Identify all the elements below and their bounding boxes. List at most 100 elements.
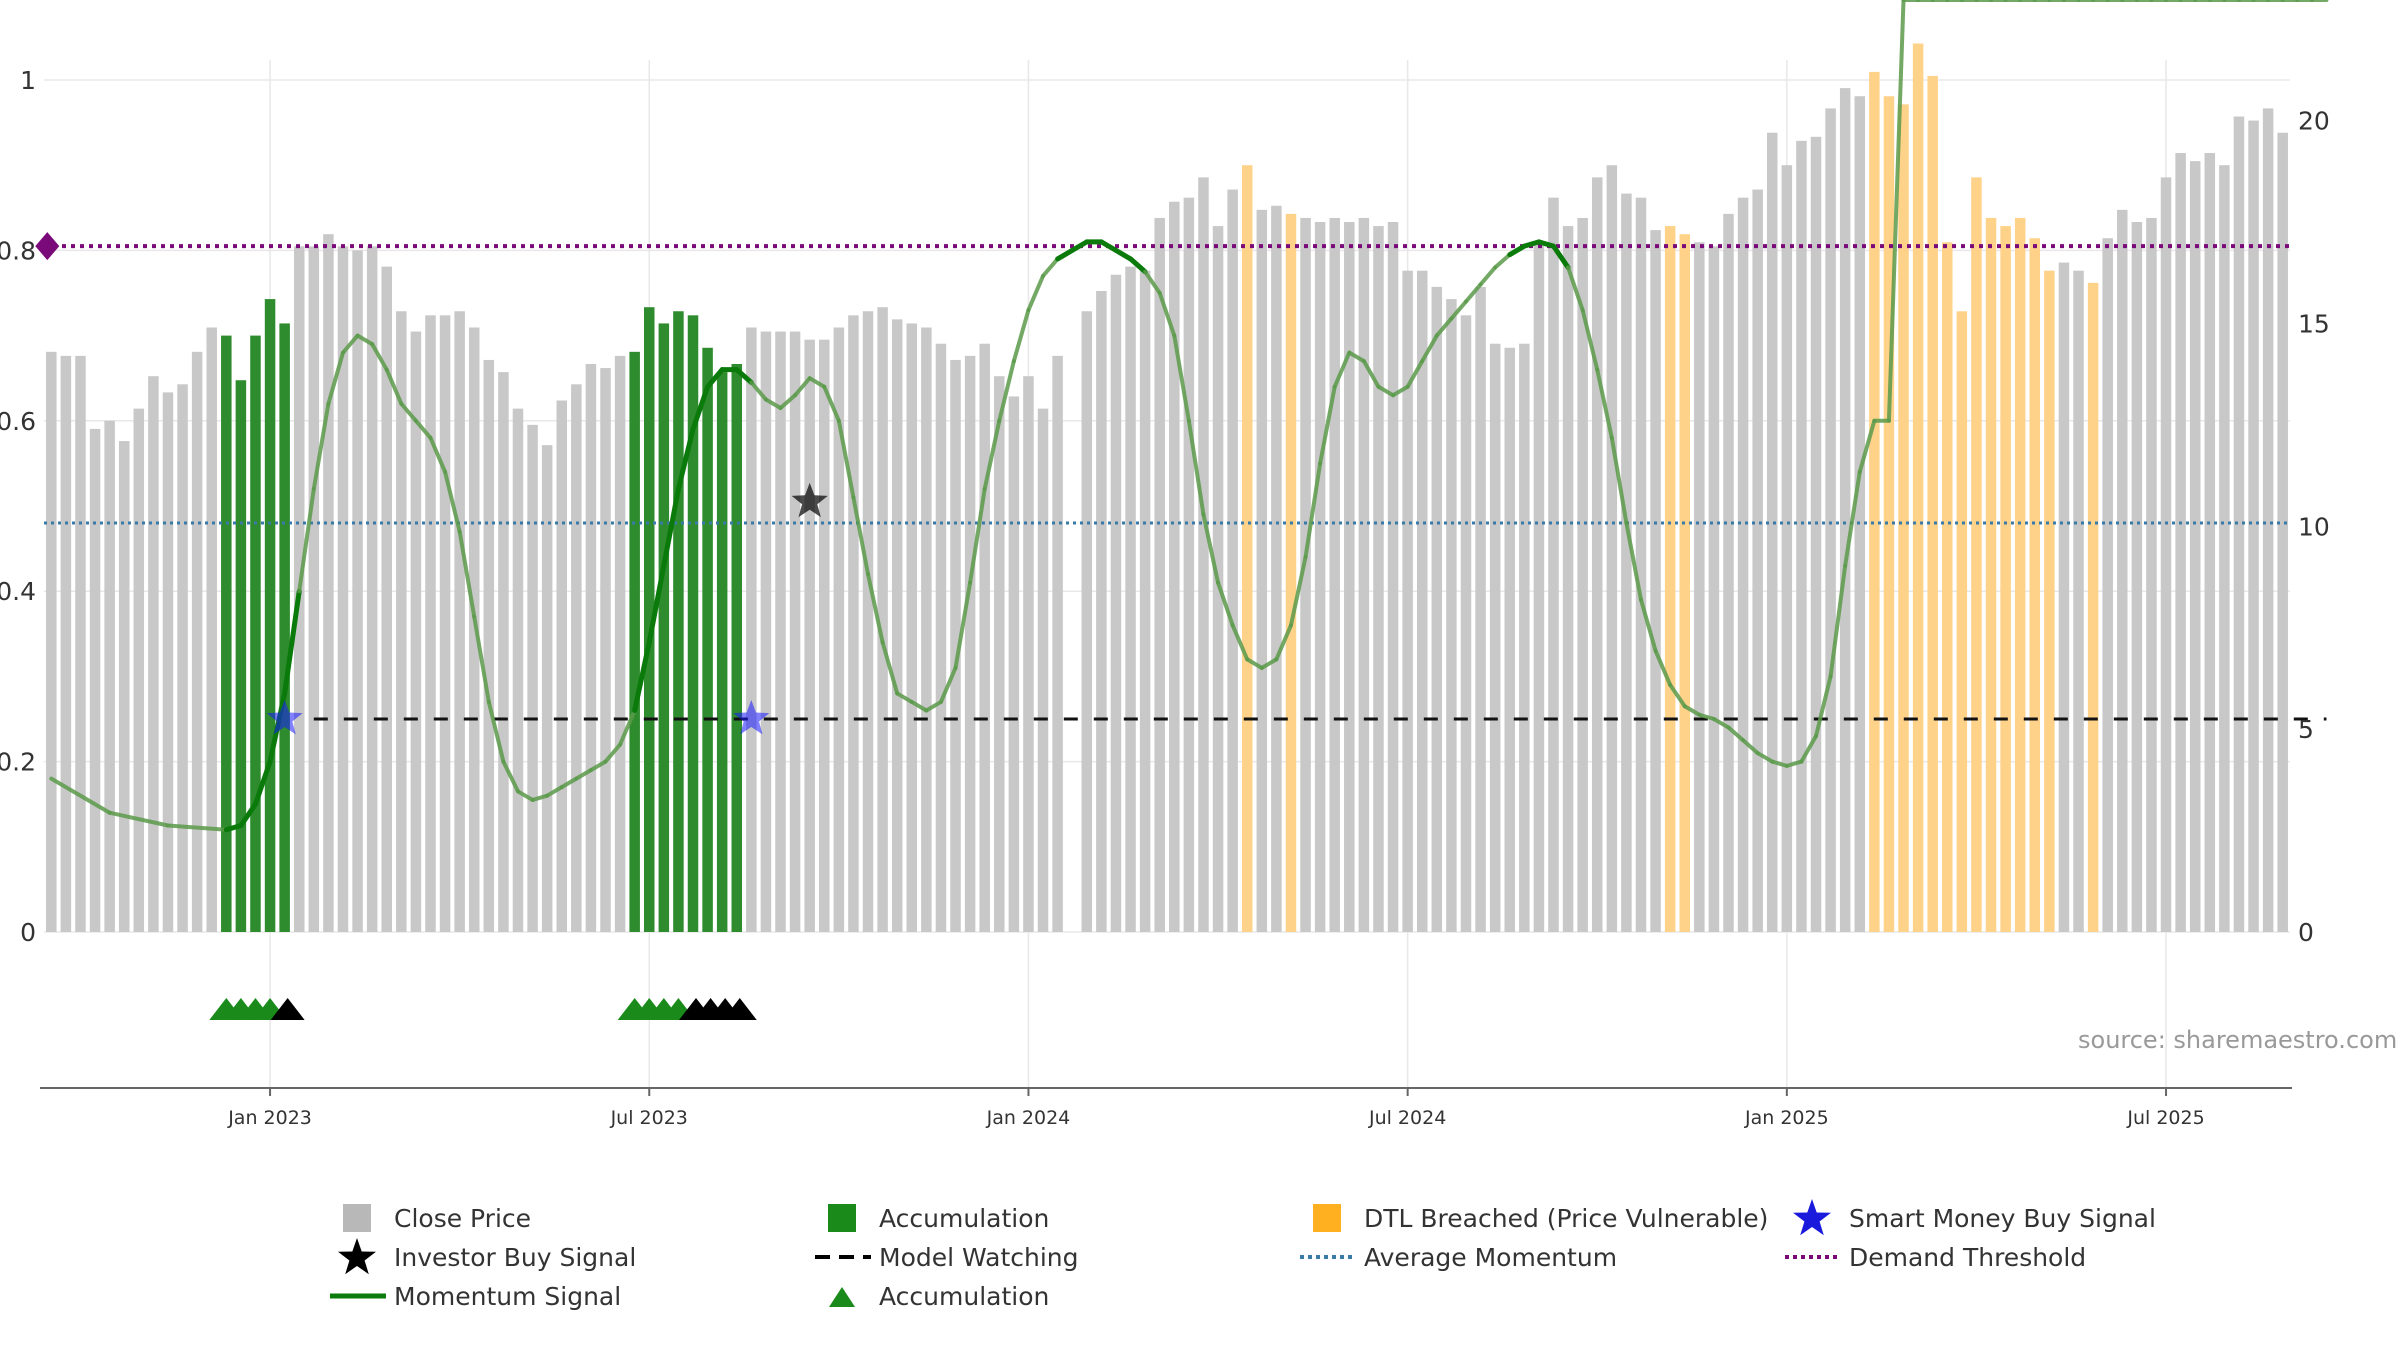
dtl-breached-bar xyxy=(2087,282,2099,932)
momentum-segment xyxy=(1507,243,1527,258)
momentum-segment xyxy=(1376,384,1396,398)
accumulation-bar xyxy=(687,315,699,932)
momentum-segment xyxy=(1799,734,1819,764)
close-price-bar xyxy=(425,315,436,932)
close-price-bar xyxy=(162,392,174,932)
momentum-segment xyxy=(443,469,462,534)
close-price-bar xyxy=(1373,226,1384,933)
momentum-segment xyxy=(1347,350,1366,364)
close-price-bar xyxy=(75,355,86,932)
momentum-segment xyxy=(1697,712,1716,721)
momentum-segment xyxy=(1857,418,1877,474)
momentum-segment xyxy=(1770,759,1789,768)
accumulation-bar xyxy=(264,299,276,933)
close-price-bar xyxy=(2131,222,2143,932)
left-tick-label: 0.2 xyxy=(0,748,36,777)
momentum-segment xyxy=(574,768,593,781)
close-price-bar xyxy=(804,339,815,933)
momentum-segment xyxy=(530,793,550,802)
momentum-segment xyxy=(1536,239,1556,249)
close-price-bar xyxy=(1504,347,1515,932)
close-price-bar xyxy=(2277,132,2288,932)
momentum-segment xyxy=(1259,657,1279,670)
close-price-bar xyxy=(2233,116,2245,932)
momentum-segment xyxy=(1653,648,1673,687)
accumulation-bar xyxy=(279,323,290,932)
close-price-bar xyxy=(46,351,57,932)
dtl-breached-bar xyxy=(1679,234,1690,932)
close-price-bar xyxy=(148,376,159,933)
momentum-segment xyxy=(603,742,623,764)
close-price-bar xyxy=(89,428,101,932)
close-price-bar xyxy=(1329,217,1340,932)
left-tick-label: 0.6 xyxy=(0,407,36,436)
momentum-segment xyxy=(1668,682,1687,709)
close-price-bar xyxy=(1110,274,1122,932)
x-tick-label: Jul 2025 xyxy=(2126,1107,2204,1129)
x-tick-label: Jan 2024 xyxy=(986,1107,1071,1129)
momentum-segment xyxy=(1069,239,1090,253)
momentum-segment xyxy=(734,367,754,385)
momentum-segment xyxy=(1420,333,1439,364)
momentum-segment xyxy=(851,495,871,577)
right-tick-label: 20 xyxy=(2298,107,2330,136)
momentum-segment xyxy=(282,588,302,696)
close-price-bar xyxy=(1723,213,1734,932)
accumulation-bar xyxy=(731,364,743,932)
momentum-segment xyxy=(326,350,345,406)
momentum-segment xyxy=(1624,521,1643,602)
momentum-segment xyxy=(1157,291,1177,338)
close-price-bar xyxy=(760,331,772,932)
close-price-bar xyxy=(1402,270,1413,933)
close-price-bar xyxy=(1008,396,1020,932)
close-price-bar xyxy=(1125,266,1136,933)
reference-lines xyxy=(44,244,2327,721)
close-price-bar xyxy=(1416,270,1428,933)
close-price-bar xyxy=(1767,132,1778,932)
close-price-bar xyxy=(833,327,845,932)
momentum-segment xyxy=(1449,299,1468,321)
momentum-segment xyxy=(953,580,973,670)
momentum-segment xyxy=(1186,418,1206,517)
momentum-segment xyxy=(1026,273,1046,313)
close-price-bar xyxy=(1548,197,1559,932)
momentum-segment xyxy=(778,393,798,411)
dtl-breached-bar xyxy=(1912,43,1924,932)
close-price-bar xyxy=(1475,286,1486,932)
accumulation-bar xyxy=(250,335,261,933)
dtl-breached-bar xyxy=(1898,104,1909,933)
close-price-bar xyxy=(775,331,786,932)
close-price-bar xyxy=(323,234,334,932)
close-price-bar xyxy=(1154,217,1165,932)
close-price-bar xyxy=(1577,217,1588,932)
dtl-breached-bar xyxy=(1927,75,1938,932)
momentum-segment xyxy=(1493,252,1512,270)
momentum-segment xyxy=(1755,751,1775,764)
close-price-bar xyxy=(2073,270,2084,933)
momentum-segment xyxy=(1550,243,1571,270)
momentum-segment xyxy=(1726,725,1746,743)
momentum-segment xyxy=(763,397,783,411)
close-price-bar xyxy=(2102,238,2113,932)
close-price-bar xyxy=(1183,197,1195,932)
momentum-segment xyxy=(297,486,316,594)
momentum-segment xyxy=(1288,555,1308,628)
accumulation-triangle-marker xyxy=(722,998,757,1020)
momentum-segment xyxy=(1580,308,1600,372)
close-price-bar xyxy=(483,359,495,932)
close-price-bar xyxy=(1460,315,1472,932)
momentum-segment xyxy=(1098,239,1119,253)
close-price-bar xyxy=(848,315,859,932)
close-price-bar xyxy=(1781,165,1793,932)
dtl-breached-bar xyxy=(2000,226,2011,933)
momentum-segment xyxy=(1361,359,1381,389)
close-price-bar xyxy=(2262,108,2274,932)
momentum-segment xyxy=(501,759,520,794)
close-price-bar xyxy=(1533,242,1545,933)
momentum-segment xyxy=(107,810,170,828)
momentum-segment xyxy=(1682,704,1702,717)
momentum-segment xyxy=(1843,469,1862,568)
momentum-segment xyxy=(909,699,929,713)
momentum-segment xyxy=(1609,435,1629,526)
momentum-segment xyxy=(822,384,841,423)
